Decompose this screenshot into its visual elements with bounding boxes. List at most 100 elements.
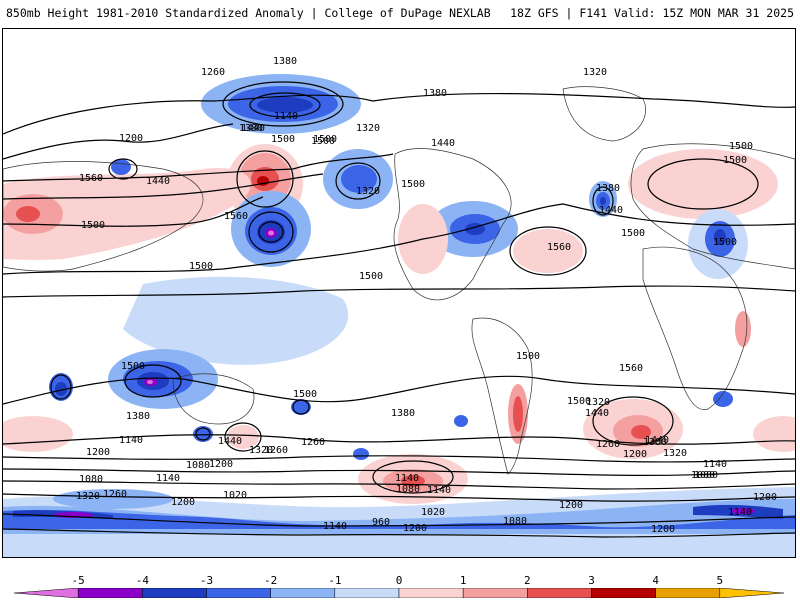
colorbar-swatch	[591, 588, 656, 598]
contour-label: 1380	[596, 183, 620, 194]
contour-label: 1140	[274, 111, 298, 122]
contour-label: 1380	[273, 56, 297, 67]
contour-label: 1260	[596, 439, 620, 450]
colorbar-tick-label: -2	[264, 574, 278, 587]
colorbar-swatch	[142, 588, 207, 598]
contour-label: 1200	[119, 133, 143, 144]
contour-label: 1440	[645, 435, 669, 446]
contour-label: 1500	[723, 155, 747, 166]
colorbar-tick-label: -1	[328, 574, 342, 587]
contour-label: 1140	[119, 435, 143, 446]
contour-label: 1080	[396, 484, 420, 495]
contour-label: 1440	[241, 123, 265, 134]
contour-label: 1500	[621, 228, 645, 239]
contour-label: 1500	[516, 351, 540, 362]
colorbar-tick-label: -4	[135, 574, 149, 587]
contour-label: 1440	[146, 176, 170, 187]
colorbar-tick-label: 0	[395, 574, 403, 587]
contour-label: 1320	[663, 448, 687, 459]
contour-label: 1140	[728, 507, 752, 518]
colorbar-tick-label: 3	[588, 574, 595, 587]
contour-label: 1380	[423, 88, 447, 99]
colorbar-tick-label: 5	[716, 574, 724, 587]
contour-label: 1020	[223, 490, 247, 501]
contour-label: 1080	[503, 516, 527, 527]
colorbar-tick-label: 4	[652, 574, 659, 587]
contour-label: 1140	[395, 473, 419, 484]
anomaly-map[interactable]: 1260 1320 1380 1140 1200 1380 1320 1440 1500 1500…	[2, 28, 796, 558]
contour-label: 1080	[694, 470, 718, 481]
contour-label: 1380	[643, 437, 667, 448]
contour-label: 1500	[713, 237, 737, 248]
antarctic-strong-negative	[3, 509, 795, 529]
contour-label: 1380	[391, 408, 415, 419]
colorbar-swatch	[206, 588, 271, 598]
contour-label: 1080	[186, 460, 210, 471]
contour-label: 1500	[293, 389, 317, 400]
contour-label: 1200	[651, 524, 675, 535]
contour-label: 1200	[559, 500, 583, 511]
contour-label: 1200	[403, 523, 427, 534]
coastlines	[3, 86, 795, 475]
contour-label: 1320	[583, 67, 607, 78]
header: 850mb Height 1981-2010 Standardized Anom…	[0, 0, 800, 28]
contour-label: 1500	[567, 396, 591, 407]
colorbar-tick-label: -5	[71, 574, 85, 587]
contour-label: 1500	[401, 179, 425, 190]
contour-label: 1140	[703, 459, 727, 470]
contour-label: 1320	[356, 186, 380, 197]
contour-label: 1200	[623, 449, 647, 460]
contour-label: 1320	[249, 445, 273, 456]
contour-label: 1560	[619, 363, 643, 374]
contour-label: 1440	[599, 205, 623, 216]
contour-label: 1440	[431, 138, 455, 149]
contour-label: 1440	[585, 408, 609, 419]
contour-label: 1320	[586, 397, 610, 408]
contour-label: 1140	[156, 473, 180, 484]
colorbar-swatch	[13, 588, 79, 598]
map-title: 850mb Height 1981-2010 Standardized Anom…	[6, 6, 491, 20]
colorbar-swatch	[655, 588, 721, 598]
contour-label: 1140	[427, 485, 451, 496]
contour-label: 1500	[311, 136, 335, 147]
contour-label: 1200	[86, 447, 110, 458]
colorbar: -5 -4 -3 -2 -1 0 1 2 3 4 5	[0, 566, 800, 600]
contour-label: 1500	[121, 361, 145, 372]
contour-label: 1260	[201, 67, 225, 78]
contour-label: 1200	[209, 459, 233, 470]
contour-label: 1320	[356, 123, 380, 134]
contour-label: 1020	[421, 507, 445, 518]
colorbar-swatch	[527, 588, 592, 598]
model-valid-time: 18Z GFS | F141 Valid: 15Z MON MAR 31 202…	[510, 6, 794, 20]
contour-label: 1200	[753, 492, 777, 503]
colorbar-swatch	[719, 588, 785, 598]
contour-label: 1500	[313, 134, 337, 145]
colorbar-swatch	[77, 588, 143, 598]
height-contours	[3, 81, 795, 538]
contour-label: 1080	[79, 474, 103, 485]
contour-label: 1260	[103, 489, 127, 500]
contour-label: 1380	[126, 411, 150, 422]
colorbar-swatch	[398, 588, 464, 598]
contour-label: 1200	[171, 497, 195, 508]
contour-label: 1500	[729, 141, 753, 152]
colorbar-tick-label: 2	[524, 574, 531, 587]
contour-label: 1560	[224, 211, 248, 222]
contour-label: 1560	[547, 242, 571, 253]
contour-label: 1560	[79, 173, 103, 184]
contour-label: 1500	[189, 261, 213, 272]
contour-label: 960	[372, 517, 390, 528]
colorbar-swatch	[334, 588, 400, 598]
contour-label: 1440	[218, 436, 242, 447]
colorbar-tick-label: -3	[199, 574, 214, 587]
contour-label: 1140	[323, 521, 347, 532]
contour-label: 1500	[359, 271, 383, 282]
contour-label: 1260	[264, 445, 288, 456]
contour-labels: 1260 132013801140120013801320144015001500…	[76, 56, 777, 535]
colorbar-tick-label: 1	[459, 574, 467, 587]
contour-label: 1380	[239, 123, 263, 134]
contour-label: 1500	[271, 134, 295, 145]
contour-label: 1320	[76, 491, 100, 502]
colorbar-swatch	[462, 588, 528, 598]
colorbar-scale	[13, 588, 785, 598]
